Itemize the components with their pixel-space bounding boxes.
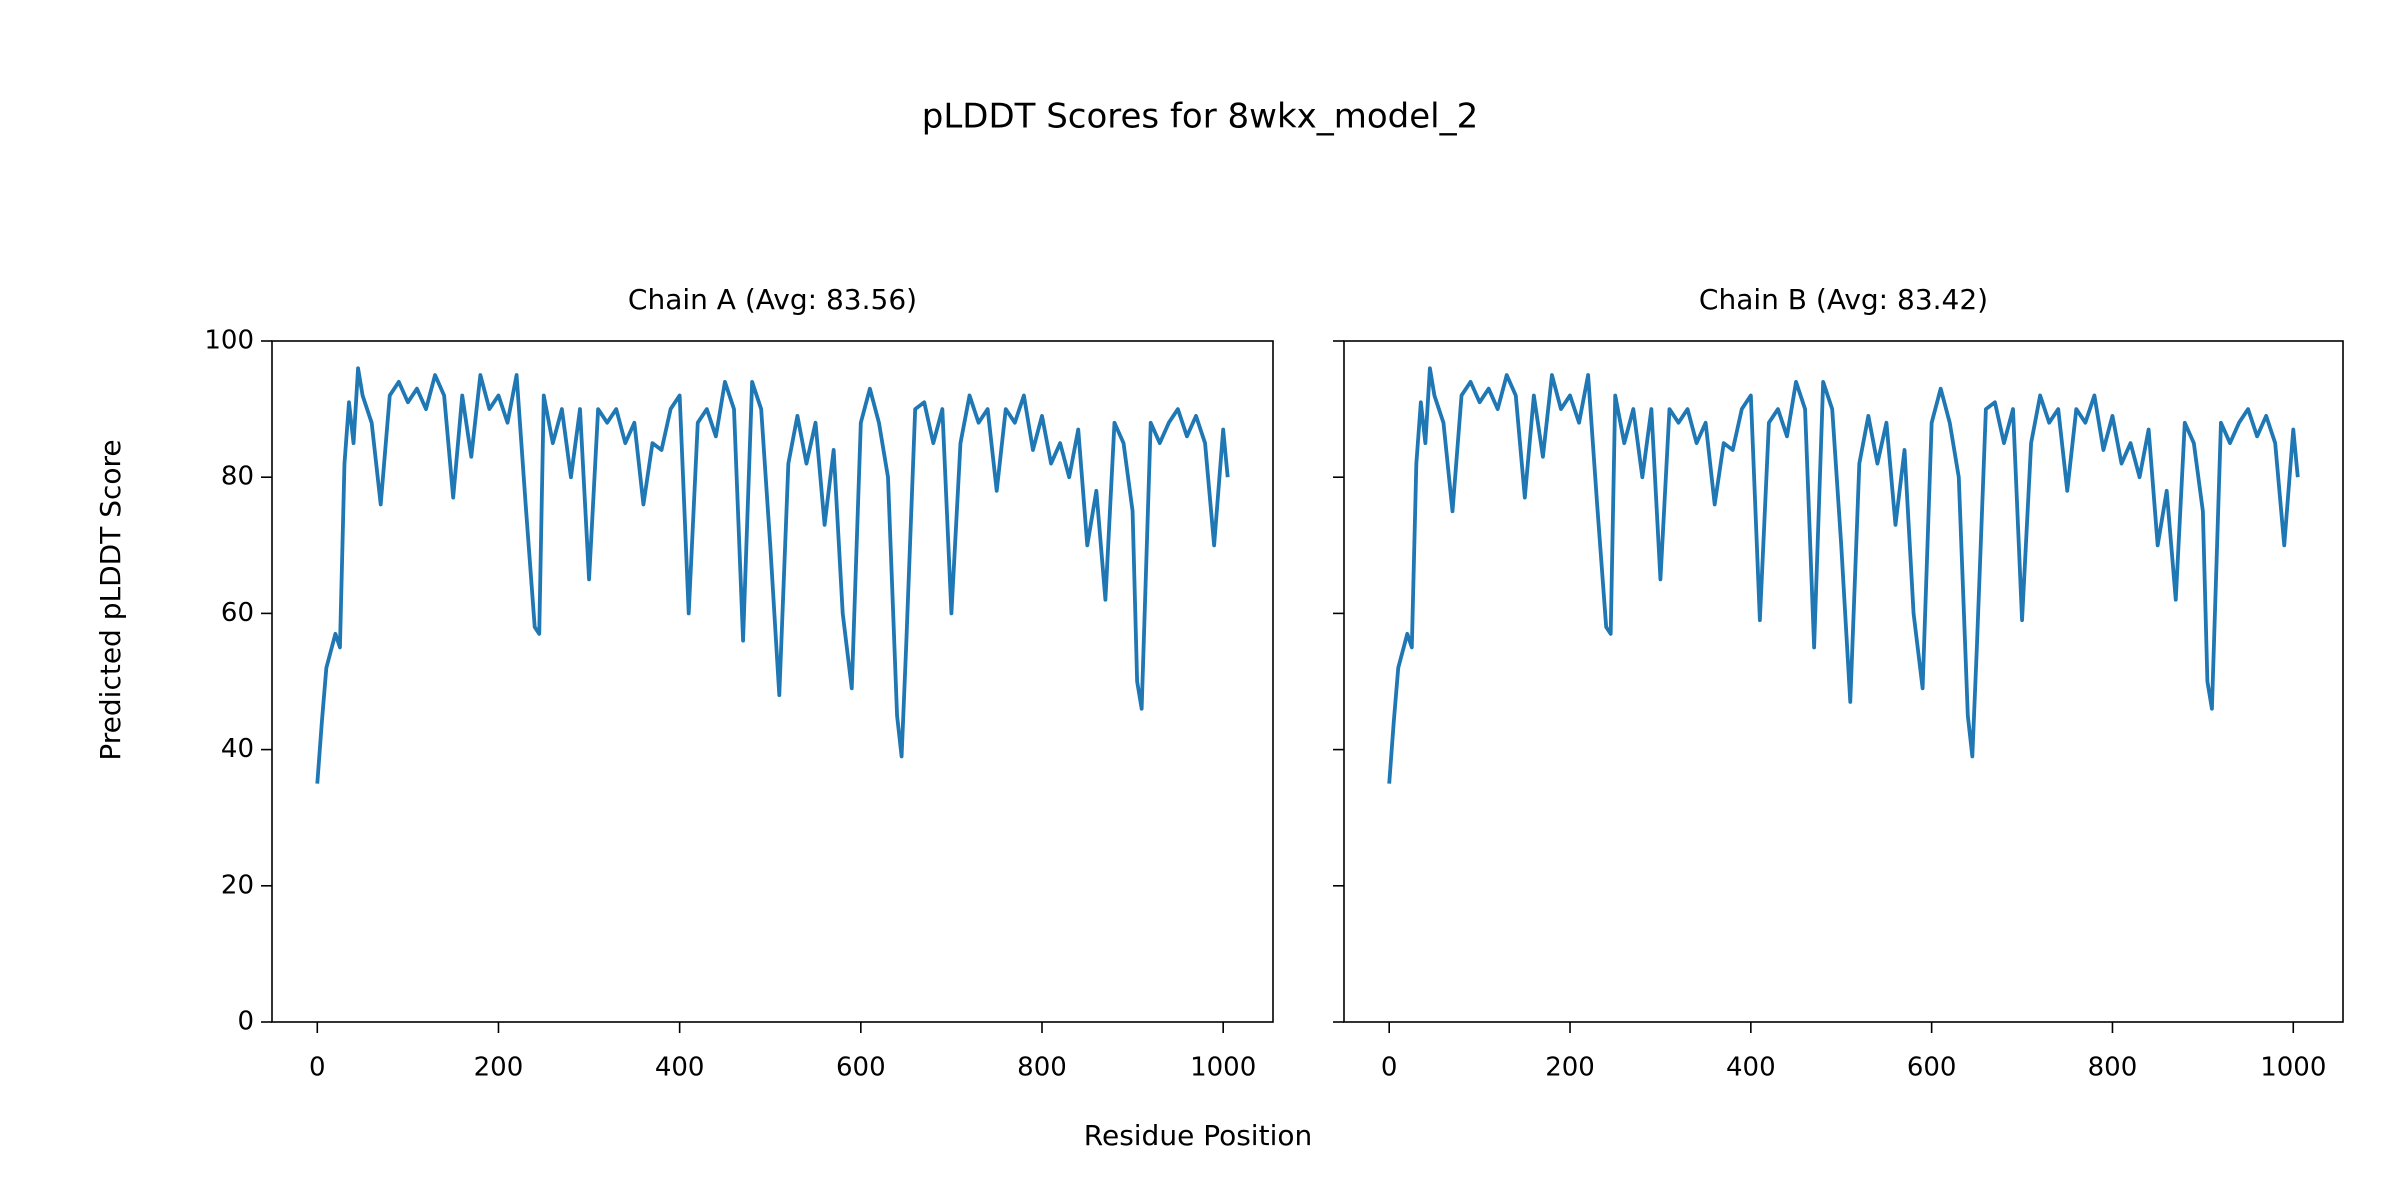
x-tick-label: 800	[1017, 1053, 1067, 1083]
x-tick-label: 400	[1726, 1053, 1776, 1083]
x-tick-label: 200	[1545, 1053, 1595, 1083]
data-line	[1387, 366, 2300, 784]
subplot-title: Chain A (Avg: 83.56)	[628, 283, 917, 316]
x-tick-label: 400	[655, 1053, 705, 1083]
data-line	[315, 366, 1230, 784]
x-tick-label: 600	[836, 1053, 886, 1083]
x-tick-label: 1000	[1190, 1053, 1256, 1083]
subplot-title: Chain B (Avg: 83.42)	[1699, 283, 1988, 316]
y-tick-label: 40	[221, 734, 254, 764]
x-tick-label: 800	[2088, 1053, 2138, 1083]
x-tick-label: 200	[474, 1053, 524, 1083]
y-tick-label: 100	[204, 326, 254, 356]
figure-title: pLDDT Scores for 8wkx_model_2	[922, 97, 1479, 137]
y-tick-label: 0	[237, 1007, 254, 1037]
x-axis-label: Residue Position	[1084, 1119, 1312, 1152]
y-axis-label: Predicted pLDDT Score	[94, 439, 127, 760]
y-tick-label: 60	[221, 598, 254, 628]
x-tick-label: 600	[1907, 1053, 1957, 1083]
x-tick-label: 0	[309, 1053, 326, 1083]
y-tick-label: 80	[221, 462, 254, 492]
y-tick-label: 20	[221, 870, 254, 900]
x-tick-label: 1000	[2260, 1053, 2326, 1083]
axes-frame	[271, 340, 1274, 1023]
axes-frame	[1343, 340, 2344, 1023]
x-tick-label: 0	[1381, 1053, 1398, 1083]
